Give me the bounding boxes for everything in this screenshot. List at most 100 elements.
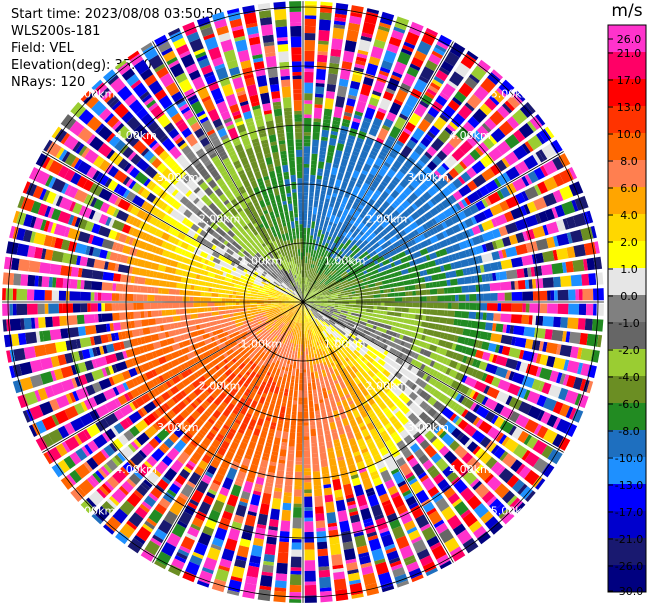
velocity-gate [304,61,315,69]
velocity-gate [337,139,346,145]
velocity-gate [361,216,370,225]
velocity-gate [77,326,86,337]
velocity-gate [382,452,391,460]
velocity-gate [330,337,334,342]
velocity-gate [371,232,377,238]
velocity-gate [315,307,323,312]
velocity-gate [55,341,68,353]
velocity-gate [416,225,426,234]
velocity-gate [308,306,312,310]
velocity-gate [415,290,420,296]
velocity-gate [146,517,157,527]
velocity-gate [311,379,316,383]
velocity-gate [353,451,361,457]
velocity-gate [25,331,37,345]
velocity-gate [338,268,346,275]
velocity-gate [259,396,266,405]
velocity-gate [303,192,309,196]
velocity-gate [270,399,276,405]
velocity-gate [447,287,455,294]
velocity-gate [314,285,318,289]
velocity-gate [403,279,412,286]
velocity-gate [481,244,488,253]
velocity-gate [532,153,542,165]
velocity-gate [317,345,321,349]
velocity-gate [347,231,353,236]
velocity-gate [277,391,284,399]
velocity-gate [458,250,467,259]
velocity-gate [168,302,173,309]
velocity-gate [480,77,496,93]
velocity-gate [488,442,497,453]
velocity-gate [320,264,324,269]
velocity-gate [353,316,358,320]
velocity-gate [577,362,584,375]
velocity-gate [432,370,439,378]
velocity-gate [337,293,345,297]
velocity-gate [371,93,381,100]
velocity-gate [336,327,341,331]
velocity-gate [470,216,478,225]
velocity-gate [350,269,355,274]
velocity-gate [303,305,304,313]
velocity-gate [323,285,327,289]
velocity-gate [316,175,323,180]
velocity-gate [257,589,271,602]
velocity-gate [446,124,456,133]
velocity-gate [479,303,488,311]
velocity-gate [391,29,405,41]
velocity-gate [408,21,424,37]
velocity-gate [340,414,347,420]
velocity-gate [219,284,224,289]
velocity-gate [338,234,345,243]
velocity-gate [383,356,392,364]
velocity-gate [380,348,386,354]
velocity-gate [345,365,353,373]
velocity-gate [365,394,372,400]
velocity-gate [409,272,418,279]
velocity-gate [450,458,465,473]
velocity-gate [458,363,468,373]
velocity-gate [421,334,426,341]
velocity-gate [252,388,258,394]
velocity-gate [158,497,171,509]
velocity-gate [242,589,256,599]
velocity-gate [278,459,286,464]
velocity-gate [283,344,287,349]
velocity-gate [312,382,317,390]
velocity-gate [380,469,392,483]
velocity-gate [485,440,494,451]
velocity-gate [252,317,257,321]
velocity-gate [298,390,303,398]
velocity-gate [310,309,314,312]
velocity-gate [373,260,379,265]
velocity-gate [214,422,222,430]
velocity-gate [346,497,355,503]
velocity-gate [272,337,276,342]
velocity-gate [352,185,361,195]
velocity-gate [428,125,441,137]
velocity-gate [349,510,359,517]
velocity-gate [193,285,202,291]
velocity-gate [394,254,400,260]
velocity-gate [368,153,376,160]
velocity-gate [365,367,371,373]
velocity-gate [439,317,448,324]
velocity-gate [261,408,268,413]
velocity-gate [497,261,503,270]
velocity-gate [500,334,513,345]
velocity-gate [464,249,471,257]
velocity-gate [391,418,399,425]
velocity-gate [490,461,503,474]
velocity-gate [474,275,479,283]
velocity-gate [148,318,156,326]
velocity-gate [352,339,358,344]
velocity-gate [328,177,336,186]
velocity-gate [267,303,272,306]
velocity-gate [448,302,452,309]
velocity-gate [245,412,252,419]
velocity-gate [337,510,348,523]
velocity-gate [415,217,425,227]
velocity-gate [313,339,316,343]
velocity-gate [154,560,167,570]
